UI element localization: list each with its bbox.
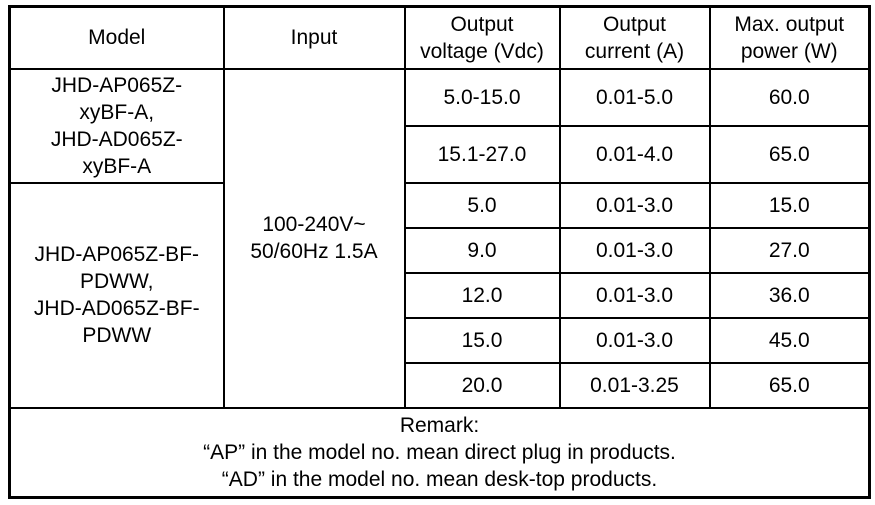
header-line: power (W)	[740, 39, 838, 63]
header-line: current (A)	[584, 39, 685, 63]
max-power-cell: 65.0	[708, 124, 871, 184]
header-line: voltage (Vdc)	[420, 39, 544, 63]
col-header-output-current: Output current (A)	[558, 5, 711, 70]
remark-line-ad: “AD” in the model no. mean desk-top prod…	[221, 467, 658, 491]
header-line: Max. output	[734, 12, 845, 36]
remark-row: Remark: “AP” in the model no. mean direc…	[8, 406, 871, 499]
output-voltage-cell: 5.0-15.0	[403, 67, 561, 127]
table-row: 9.0 0.01-3.0 27.0	[10, 226, 871, 274]
max-power-cell: 36.0	[708, 271, 871, 319]
table-row: 20.0 0.01-3.25 65.0	[10, 361, 871, 409]
col-header-max-power: Max. output power (W)	[708, 5, 871, 70]
table-row: 12.0 0.01-3.0 36.0	[10, 271, 871, 319]
output-voltage-cell: 20.0	[403, 361, 561, 409]
model-line: JHD-AD065Z-BF-	[33, 297, 200, 320]
header-line: Output	[450, 12, 514, 36]
col-header-input: Input	[222, 5, 406, 70]
table-row: JHD-AP065Z- xyBF-A, JHD-AD065Z- xyBF-A 1…	[8, 67, 871, 409]
max-power-cell: 27.0	[708, 226, 871, 274]
output-voltage-cell: 5.0	[403, 181, 561, 229]
spec-table: Model Input Output voltage (Vdc) Output …	[8, 5, 871, 499]
table-row: 15.1-27.0 0.01-4.0 65.0	[10, 124, 871, 184]
remark-line-ap: “AP” in the model no. mean direct plug i…	[203, 440, 676, 464]
output-current-cell: 0.01-3.0	[558, 316, 711, 364]
model-line: PDWW,	[80, 270, 154, 293]
input-line: 50/60Hz 1.5A	[250, 240, 378, 263]
model-line: JHD-AP065Z-	[51, 73, 183, 97]
output-voltage-cell: 15.1-27.0	[403, 124, 561, 184]
output-current-cell: 0.01-5.0	[558, 67, 711, 127]
input-value-cell: 100-240V~ 50/60Hz 1.5A	[222, 67, 406, 409]
input-line: 100-240V~	[262, 213, 366, 236]
output-current-cell: 0.01-4.0	[558, 124, 711, 184]
max-power-cell: 45.0	[708, 316, 871, 364]
model-line: xyBF-A,	[79, 100, 155, 124]
output-current-cell: 0.01-3.0	[558, 271, 711, 319]
model-line: JHD-AD065Z-	[50, 127, 183, 151]
col-header-model: Model	[8, 5, 225, 70]
output-current-cell: 0.01-3.25	[558, 361, 711, 409]
model-line: xyBF-A	[82, 154, 152, 178]
max-power-cell: 60.0	[708, 67, 871, 127]
remark-cell: Remark: “AP” in the model no. mean direc…	[8, 406, 871, 499]
model-line: JHD-AP065Z-BF-	[34, 243, 200, 266]
max-power-cell: 15.0	[708, 181, 871, 229]
output-voltage-cell: 12.0	[403, 271, 561, 319]
max-power-cell: 65.0	[708, 361, 871, 409]
header-row: Model Input Output voltage (Vdc) Output …	[8, 5, 871, 70]
model-group-2-cell: JHD-AP065Z-BF- PDWW, JHD-AD065Z-BF- PDWW	[8, 181, 225, 409]
output-current-cell: 0.01-3.0	[558, 226, 711, 274]
table-row: 15.0 0.01-3.0 45.0	[10, 316, 871, 364]
remark-title: Remark:	[399, 413, 480, 437]
model-line: PDWW	[82, 324, 152, 347]
col-header-output-voltage: Output voltage (Vdc)	[403, 5, 561, 70]
output-current-cell: 0.01-3.0	[558, 181, 711, 229]
model-group-1-cell: JHD-AP065Z- xyBF-A, JHD-AD065Z- xyBF-A	[8, 67, 225, 184]
output-voltage-cell: 15.0	[403, 316, 561, 364]
header-line: Output	[602, 12, 667, 36]
output-voltage-cell: 9.0	[403, 226, 561, 274]
table-row: JHD-AP065Z-BF- PDWW, JHD-AD065Z-BF- PDWW…	[8, 181, 871, 409]
